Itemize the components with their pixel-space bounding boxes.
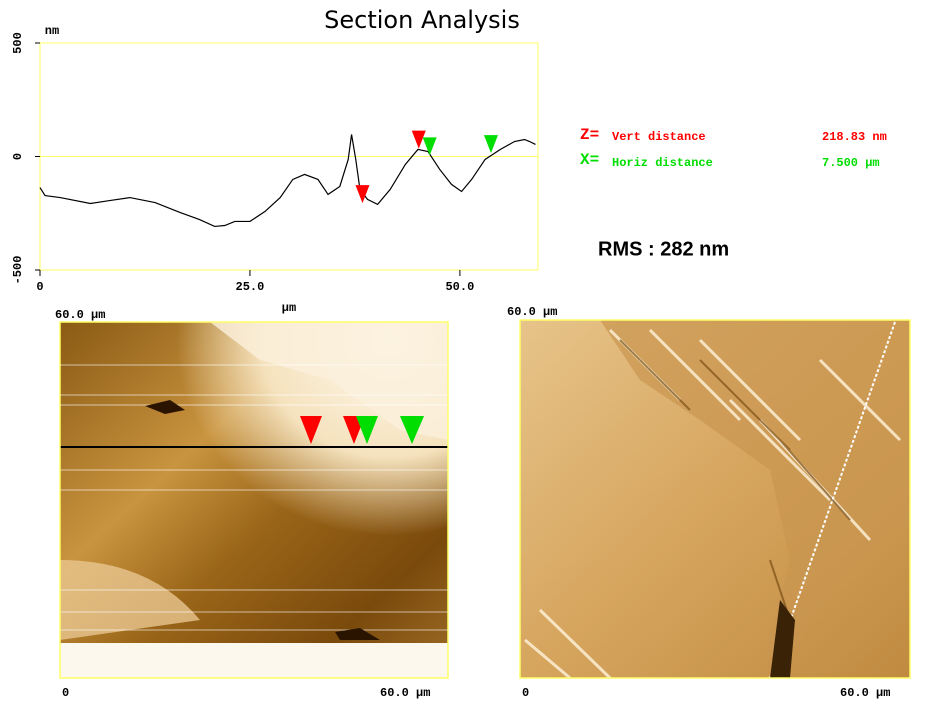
- image-bottom-end: 60.0 µm: [380, 686, 430, 700]
- z-value: 218.83 nm: [822, 130, 887, 144]
- z-key: Z=: [580, 126, 599, 144]
- shadows: [619, 339, 851, 621]
- y-tick-label: 0: [11, 153, 25, 160]
- rms: RMS : 282 nm: [598, 238, 729, 260]
- terrace: [60, 560, 200, 640]
- cursor: [355, 185, 370, 204]
- rough-region: [600, 320, 910, 678]
- x-key: X=: [580, 151, 599, 169]
- red-cursors: [300, 416, 365, 444]
- x-readout: X= Horiz distance 7.500 µm: [580, 151, 880, 170]
- x-tick-label: 0: [36, 280, 43, 294]
- x-tick-label: 25.0: [236, 280, 265, 294]
- x-axis-label: µm: [282, 301, 296, 315]
- image-bottom-end: 60.0 µm: [840, 686, 890, 700]
- amplitude-image: 60.0 µm 0 60.0 µm: [507, 305, 911, 700]
- cursor: [422, 137, 437, 156]
- section-plot: 500 0 -500 0 25.0 50.0: [11, 32, 538, 294]
- image-frame: [519, 319, 911, 679]
- green-cursors: [356, 416, 424, 444]
- scan-band: [60, 643, 448, 678]
- chart-title: Section Analysis: [324, 6, 520, 34]
- image-bottom-start: 0: [522, 686, 529, 700]
- profile-line: [39, 134, 536, 228]
- image-frame: [59, 321, 449, 679]
- scratch: [769, 321, 896, 679]
- z-name: Vert distance: [612, 130, 706, 144]
- y-tick-label: -500: [11, 256, 25, 285]
- scan-lines: [60, 364, 448, 631]
- z-readout: Z= Vert distance 218.83 nm: [580, 126, 887, 144]
- y-tick-label: 500: [11, 32, 25, 54]
- image-bottom-start: 0: [62, 686, 69, 700]
- plateau: [210, 322, 448, 440]
- x-tick-label: 50.0: [445, 280, 474, 294]
- cursor: [483, 135, 498, 154]
- image-top-label: 60.0 µm: [55, 308, 105, 322]
- image-top-label: 60.0 µm: [507, 305, 557, 319]
- x-value: 7.500 µm: [822, 156, 880, 170]
- y-axis-label: nm: [45, 24, 59, 38]
- height-image: 60.0 µm 0 60.0 µm: [55, 308, 449, 700]
- trench: [770, 600, 795, 678]
- cursor: [411, 130, 426, 149]
- x-name: Horiz distance: [612, 156, 713, 170]
